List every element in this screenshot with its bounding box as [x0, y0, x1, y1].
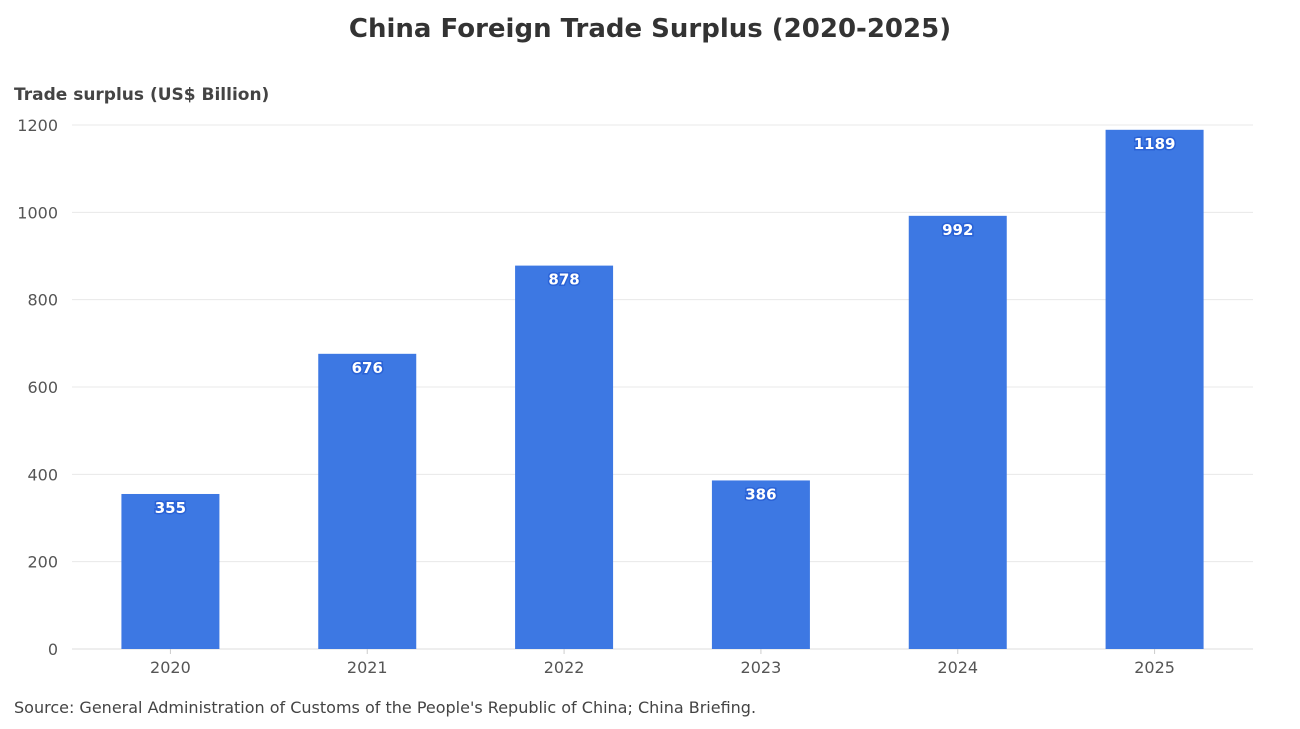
- data-label: 676: [352, 359, 383, 377]
- y-tick-label: 800: [27, 291, 58, 310]
- x-tick-label: 2024: [937, 658, 978, 677]
- data-label: 992: [942, 221, 973, 239]
- x-tick-label: 2020: [150, 658, 191, 677]
- bar: [515, 265, 614, 649]
- x-tick-label: 2021: [347, 658, 388, 677]
- y-axis-label: Trade surplus (US$ Billion): [14, 85, 270, 105]
- y-tick-label: 400: [27, 465, 58, 484]
- chart-title: China Foreign Trade Surplus (2020-2025): [348, 14, 952, 44]
- bar: [711, 480, 810, 649]
- y-tick-label: 0: [48, 640, 58, 659]
- bar: [318, 353, 417, 649]
- data-label: 1189: [1134, 135, 1176, 153]
- y-tick-label: 200: [27, 553, 58, 572]
- bar: [1105, 129, 1204, 649]
- y-tick-label: 600: [27, 378, 58, 397]
- y-tick-label: 1200: [17, 116, 58, 135]
- bar: [121, 493, 220, 649]
- bar: [908, 215, 1007, 649]
- x-tick-label: 2023: [741, 658, 782, 677]
- data-label: 386: [745, 485, 776, 503]
- x-tick-label: 2025: [1134, 658, 1175, 677]
- data-label: 878: [548, 271, 579, 289]
- source-note: Source: General Administration of Custom…: [14, 698, 757, 717]
- y-tick-label: 1000: [17, 203, 58, 222]
- data-label: 355: [155, 499, 186, 517]
- x-tick-label: 2022: [544, 658, 585, 677]
